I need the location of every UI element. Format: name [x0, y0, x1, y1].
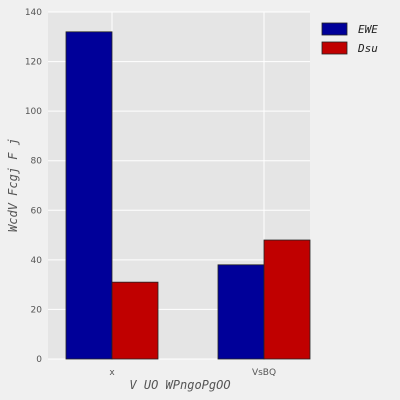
- x-tick-label: VsBQ: [252, 368, 276, 378]
- legend: EWE Dsu: [321, 22, 378, 55]
- y-tick-label: 120: [25, 58, 42, 68]
- y-tick-label: 40: [31, 256, 43, 266]
- legend-swatch: [321, 41, 348, 55]
- x-axis-label: V UO WPngoPgOO: [129, 378, 230, 392]
- legend-label: Dsu: [357, 42, 378, 55]
- y-tick-label: 20: [31, 305, 43, 315]
- y-tick-label: 100: [25, 107, 42, 117]
- bar-EWE-x: [65, 31, 113, 360]
- y-tick-label: 60: [31, 206, 43, 216]
- y-tick-label: 80: [31, 157, 43, 167]
- legend-swatch: [321, 22, 348, 36]
- legend-label: EWE: [358, 23, 378, 36]
- bar-EWE-VsBQ: [217, 264, 265, 360]
- bars: [65, 31, 311, 360]
- x-tick-label: x: [109, 368, 115, 378]
- bar-Dsu-VsBQ: [263, 239, 311, 360]
- x-tick-labels: x VsBQ: [109, 368, 276, 378]
- y-axis-label: WcdV Fcgj F j: [6, 138, 20, 232]
- bar-Dsu-x: [111, 281, 159, 360]
- y-tick-label: 0: [36, 355, 42, 365]
- y-tick-label: 140: [25, 8, 42, 18]
- y-tick-labels: 0 20 40 60 80 100 120 140: [25, 8, 42, 365]
